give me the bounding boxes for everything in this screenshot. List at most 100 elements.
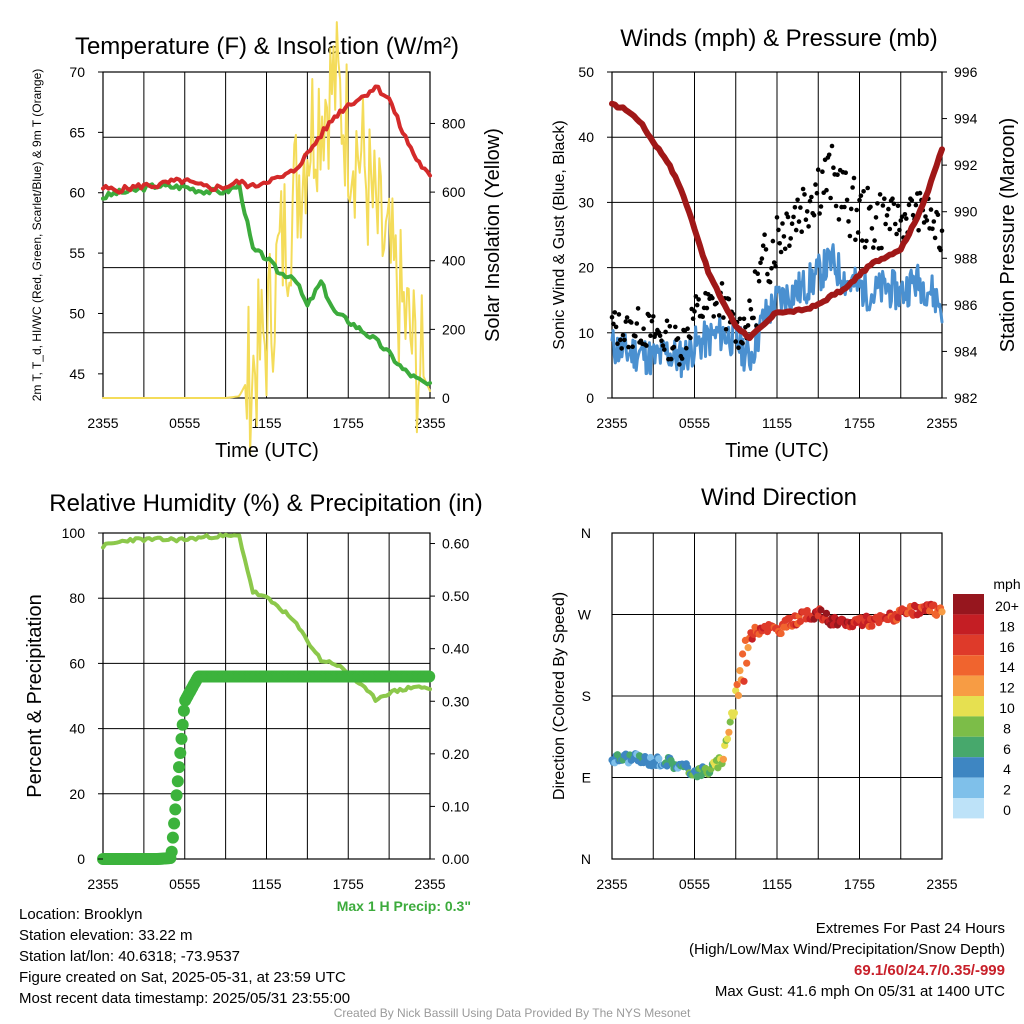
gust-point [932, 235, 938, 241]
colorbar-swatch [953, 716, 984, 737]
precip-point [176, 718, 189, 731]
gust-point [755, 271, 760, 277]
direction-point [719, 755, 728, 763]
gust-point [716, 313, 722, 318]
gust-point [791, 214, 796, 220]
x-tick-label: 1755 [844, 876, 875, 892]
credit-text: Created By Nick Bassill Using Data Provi… [333, 1006, 691, 1020]
direction-point [646, 753, 655, 762]
x-tick-label: 0555 [169, 415, 200, 431]
y2-tick-label: 0.00 [442, 851, 469, 867]
created-text: Figure created on Sat, 2025-05-31, at 23… [19, 969, 346, 986]
gust-point [872, 238, 877, 243]
gust-point [693, 294, 699, 299]
gust-point [824, 187, 829, 193]
y2-tick-label: 984 [954, 343, 978, 359]
x-tick-label: 1755 [333, 876, 364, 892]
y-tick-label: 45 [69, 366, 85, 382]
gust-point [910, 212, 916, 218]
gust-point [902, 212, 908, 217]
y-tick-label: 60 [69, 185, 85, 201]
direction-point [868, 622, 876, 630]
gust-point [848, 206, 854, 212]
gust-point [759, 256, 765, 261]
colorbar-level-label: 8 [1003, 720, 1011, 736]
direction-point [723, 735, 732, 743]
gust-point [802, 192, 807, 197]
recent-data-text: Most recent data timestamp: 2025/05/31 2… [19, 990, 351, 1007]
direction-tick-label: E [582, 770, 591, 786]
gust-point [875, 201, 880, 206]
gust-point [612, 310, 618, 315]
gust-point [789, 221, 795, 226]
gust-point [814, 190, 820, 196]
gust-point [788, 236, 793, 241]
gust-point [771, 260, 777, 265]
y-tick-label: 55 [69, 245, 85, 261]
extremes-info: Extremes For Past 24 Hours (High/Low/Max… [689, 918, 1005, 1002]
y-tick-label: 100 [62, 525, 86, 541]
direction-point [736, 667, 744, 675]
gust-point [624, 315, 630, 320]
gust-point [891, 201, 897, 207]
gust-point [649, 318, 655, 324]
gust-point [806, 224, 811, 229]
elevation-text: Station elevation: 33.22 m [19, 927, 193, 944]
y-tick-label: 0 [586, 390, 594, 406]
gust-point [836, 217, 842, 222]
direction-point [744, 644, 752, 652]
gust-point [767, 279, 773, 285]
latlon-text: Station lat/lon: 40.6318; -73.9537 [19, 948, 241, 965]
x-tick-label: 0555 [169, 876, 200, 892]
direction-point [894, 613, 902, 622]
gust-point [618, 337, 623, 343]
gust-point [770, 238, 776, 244]
direction-point [739, 650, 747, 658]
extremes-title: Extremes For Past 24 Hours [815, 920, 1005, 937]
extremes-subtitle: (High/Low/Max Wind/Precipitation/Snow De… [689, 941, 1005, 958]
x-tick-label: 1155 [762, 876, 792, 892]
colorbar-level-label: 2 [1003, 782, 1011, 798]
gust-point [887, 226, 893, 232]
gust-point [792, 205, 798, 210]
gust-point [898, 218, 904, 223]
x-tick-label: 2355 [596, 876, 627, 892]
gust-point [726, 296, 732, 302]
gust-point [778, 249, 784, 255]
x-tick-label: 0555 [679, 415, 710, 431]
gust-point [758, 260, 763, 266]
y2-tick-label: 988 [954, 250, 978, 266]
gust-point [787, 243, 792, 248]
chart-title: Temperature (F) & Insolation (W/m²) [75, 33, 459, 60]
gust-point [851, 175, 857, 181]
gust-point [868, 204, 873, 210]
data-series-line [101, 532, 432, 703]
gust-point [916, 228, 921, 233]
gust-point [884, 213, 890, 218]
colorbar-level-label: 4 [1003, 761, 1011, 777]
plot-frame [611, 71, 943, 399]
gust-point [854, 207, 859, 213]
gust-point [815, 167, 821, 172]
x-tick-label: 2355 [87, 415, 118, 431]
gust-point [737, 316, 743, 322]
gust-point [813, 182, 818, 187]
chart-title: Wind Direction [701, 484, 857, 511]
precip-points [97, 670, 436, 865]
x-tick-label: 2355 [414, 876, 445, 892]
gust-point [924, 218, 930, 223]
colorbar-level-label: 0 [1003, 802, 1011, 818]
gust-point [871, 245, 876, 250]
gust-point [829, 143, 835, 149]
gust-point [667, 324, 673, 329]
gust-point [882, 196, 887, 201]
gust-point [769, 266, 774, 271]
y-tick-label: 50 [69, 305, 85, 321]
precip-point [171, 775, 184, 788]
y2-tick-label: 990 [954, 204, 978, 220]
precip-point [166, 831, 179, 844]
gust-point [862, 245, 868, 250]
gust-point [880, 203, 886, 208]
gust-point [673, 324, 678, 330]
